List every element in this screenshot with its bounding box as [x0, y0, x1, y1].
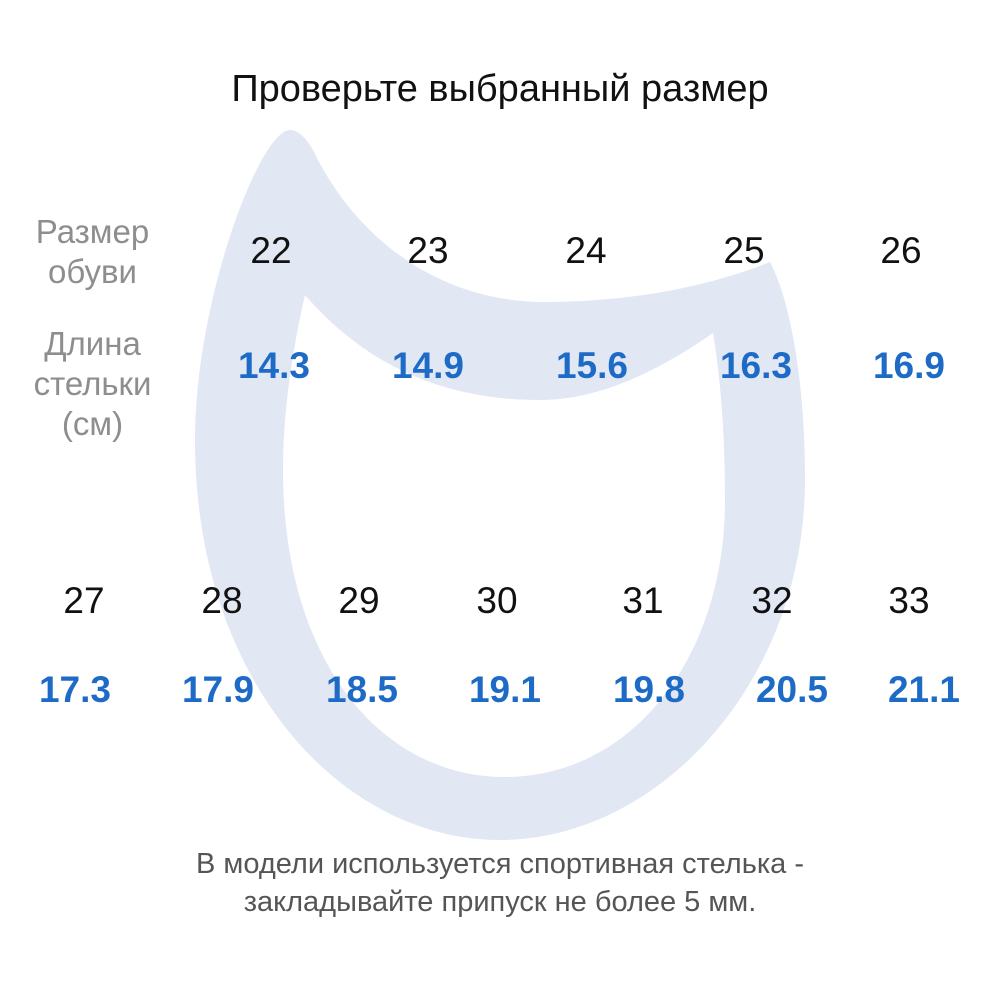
- insole-note-line: закладывайте припуск не более 5 мм.: [243, 886, 757, 918]
- length-cell: 17.9: [181, 669, 254, 710]
- length-cell: 17.3: [38, 669, 111, 710]
- insole-length-label-line: Длина: [44, 325, 141, 362]
- insole-note: В модели используется спортивная стелька…: [0, 845, 1000, 921]
- length-cell: 14.3: [237, 345, 310, 386]
- length-cell: 21.1: [887, 669, 960, 710]
- size-cell: 32: [751, 580, 793, 621]
- length-cell: 19.8: [612, 669, 685, 710]
- size-cell: 33: [888, 580, 930, 621]
- size-cell: 30: [476, 580, 518, 621]
- size-cell: 22: [250, 230, 292, 271]
- length-cell: 19.1: [468, 669, 541, 710]
- page-title: Проверьте выбранный размер: [231, 68, 769, 110]
- size-cell: 27: [63, 580, 105, 621]
- size-cell: 29: [338, 580, 380, 621]
- length-cell: 16.3: [719, 345, 792, 386]
- length-cell: 15.6: [555, 345, 628, 386]
- size-cell: 25: [723, 230, 765, 271]
- shoe-size-label: Размер обуви: [10, 212, 175, 292]
- insole-length-label-line: стельки: [33, 365, 152, 402]
- insole-note-line: В модели используется спортивная стелька…: [196, 848, 804, 880]
- length-cell: 16.9: [872, 345, 945, 386]
- length-cell: 18.5: [325, 669, 398, 710]
- length-cell: 14.9: [391, 345, 464, 386]
- size-cell: 28: [201, 580, 243, 621]
- size-cell: 24: [565, 230, 607, 271]
- size-cell: 31: [622, 580, 664, 621]
- length-cell: 20.5: [755, 669, 828, 710]
- shoe-size-label-line: обуви: [48, 253, 137, 290]
- insole-length-label: Длина стельки (см): [10, 324, 175, 444]
- shoe-size-label-line: Размер: [35, 213, 150, 250]
- size-cell: 23: [407, 230, 449, 271]
- insole-length-label-line: (см): [61, 405, 124, 442]
- size-cell: 26: [880, 230, 922, 271]
